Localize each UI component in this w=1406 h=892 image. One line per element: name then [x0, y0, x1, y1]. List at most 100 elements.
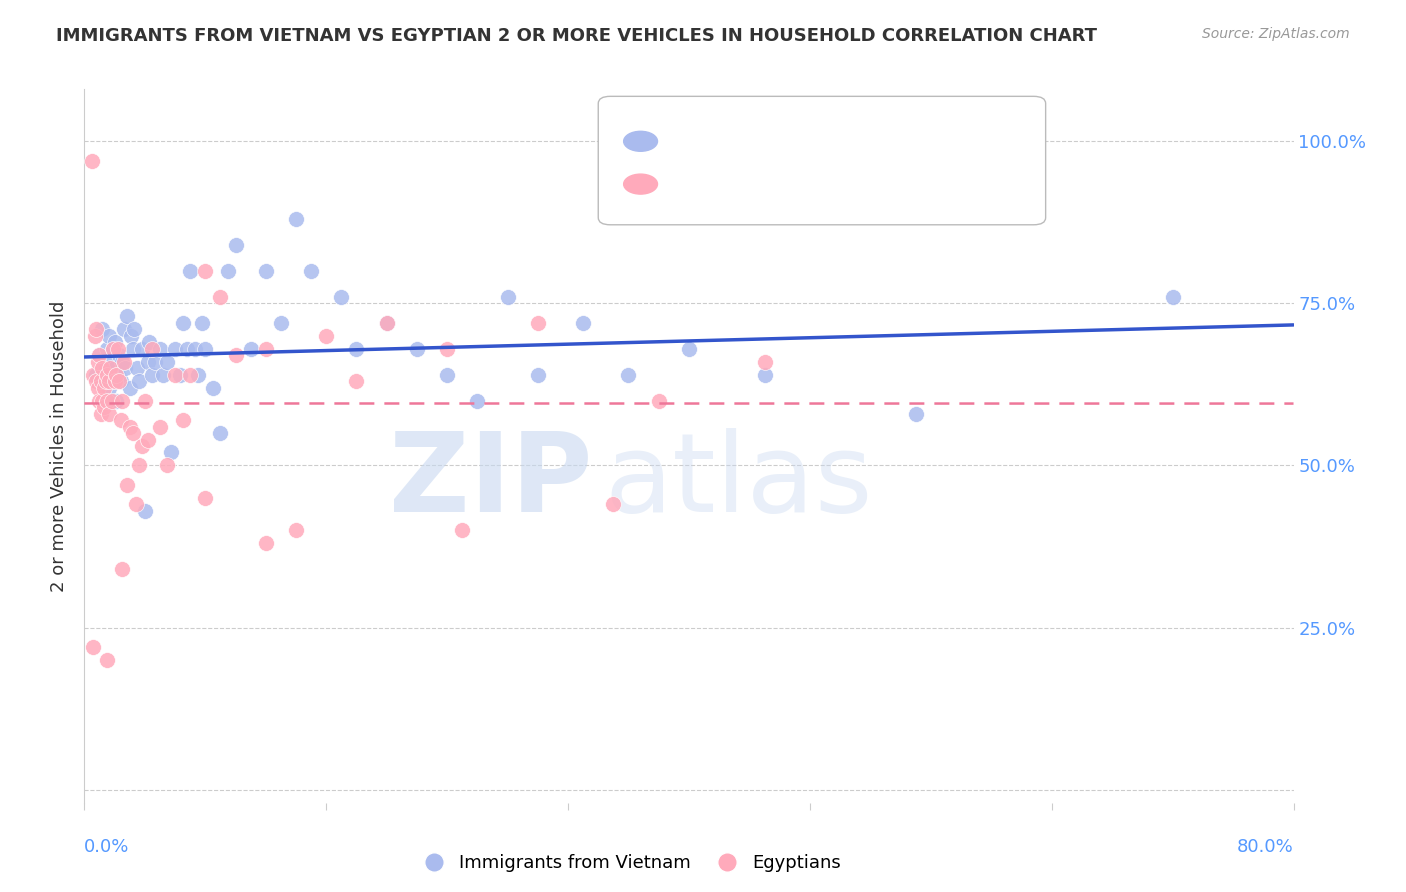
Text: N =: N = [814, 132, 851, 150]
Point [209, 290, 232, 304]
Point [82, 640, 104, 654]
Point [100, 354, 122, 368]
Point [285, 524, 308, 538]
Point [93, 381, 115, 395]
Point [97, 328, 120, 343]
Point [254, 536, 277, 550]
Text: IMMIGRANTS FROM VIETNAM VS EGYPTIAN 2 OR MORE VEHICLES IN HOUSEHOLD CORRELATION : IMMIGRANTS FROM VIETNAM VS EGYPTIAN 2 OR… [56, 27, 1097, 45]
Point [97, 381, 120, 395]
Legend: Immigrants from Vietnam, Egyptians: Immigrants from Vietnam, Egyptians [409, 847, 848, 880]
Point [121, 342, 143, 356]
Point [201, 381, 224, 395]
Point [187, 368, 209, 382]
Point [754, 368, 776, 382]
Point [125, 497, 148, 511]
Point [90, 407, 112, 421]
Point [82, 368, 104, 382]
Point [89, 393, 111, 408]
Point [165, 342, 187, 356]
Point [101, 342, 124, 356]
Point [97, 374, 120, 388]
Point [1161, 290, 1184, 304]
Point [225, 348, 247, 362]
Point [141, 368, 163, 382]
Point [110, 374, 132, 388]
Point [375, 316, 398, 330]
Point [98, 361, 121, 376]
Point [179, 264, 201, 278]
Point [112, 322, 135, 336]
Point [121, 425, 143, 440]
Point [111, 393, 134, 408]
Point [108, 348, 131, 362]
Point [105, 393, 128, 408]
Point [467, 393, 489, 408]
Text: Source: ZipAtlas.com: Source: ZipAtlas.com [1202, 27, 1350, 41]
Point [111, 562, 134, 576]
Text: 0.0%: 0.0% [84, 838, 129, 856]
Point [115, 478, 138, 492]
Point [89, 348, 111, 362]
Point [678, 342, 700, 356]
Text: atlas: atlas [605, 428, 873, 535]
Point [112, 354, 135, 368]
Point [375, 316, 398, 330]
Point [172, 413, 194, 427]
Point [120, 328, 142, 343]
Point [114, 361, 136, 376]
Point [191, 316, 214, 330]
Point [101, 342, 124, 356]
Point [239, 342, 262, 356]
Point [159, 445, 181, 459]
Point [754, 354, 776, 368]
Point [217, 264, 239, 278]
Point [128, 458, 150, 473]
Point [80, 153, 103, 168]
Point [254, 264, 277, 278]
Point [270, 316, 292, 330]
Point [183, 342, 205, 356]
Point [145, 354, 167, 368]
Point [179, 368, 201, 382]
Point [149, 342, 172, 356]
Point [86, 368, 108, 382]
Point [96, 342, 118, 356]
Point [89, 348, 111, 362]
Point [451, 524, 474, 538]
Point [104, 335, 127, 350]
Point [96, 393, 118, 408]
Point [84, 328, 107, 343]
Point [602, 497, 624, 511]
Point [346, 342, 368, 356]
Point [97, 407, 120, 421]
Point [104, 374, 127, 388]
Point [98, 361, 121, 376]
Point [104, 361, 127, 376]
Circle shape [624, 131, 658, 152]
Point [128, 374, 150, 388]
Point [527, 368, 550, 382]
Circle shape [624, 174, 658, 194]
Point [136, 354, 159, 368]
Point [107, 368, 129, 382]
Point [617, 368, 640, 382]
Point [165, 368, 187, 382]
Point [108, 374, 131, 388]
Point [169, 368, 191, 382]
Point [904, 407, 927, 421]
Point [136, 433, 159, 447]
Point [93, 400, 115, 414]
Point [131, 342, 153, 356]
Point [122, 322, 145, 336]
Point [105, 368, 128, 382]
Point [330, 290, 353, 304]
Point [436, 368, 458, 382]
Text: 0.213: 0.213 [721, 132, 775, 150]
Point [111, 354, 134, 368]
Point [118, 419, 141, 434]
Point [134, 504, 156, 518]
Y-axis label: 2 or more Vehicles in Household: 2 or more Vehicles in Household [51, 301, 69, 591]
Point [91, 361, 114, 376]
Point [94, 361, 117, 376]
FancyBboxPatch shape [599, 96, 1046, 225]
